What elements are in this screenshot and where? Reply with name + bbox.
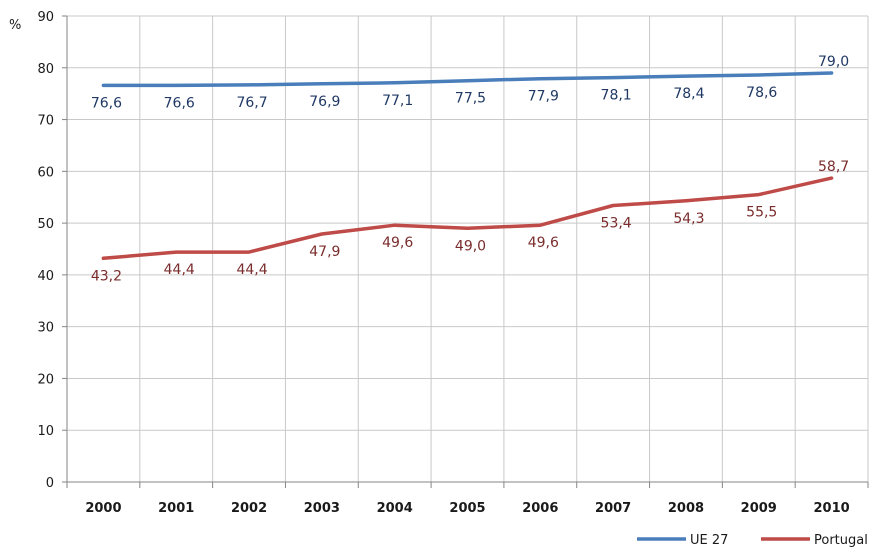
x-tick-label: 2006 bbox=[522, 501, 558, 516]
y-tick-label: 10 bbox=[37, 424, 54, 439]
series-line-portugal bbox=[101, 176, 834, 261]
y-tick-label: 0 bbox=[46, 476, 54, 491]
y-tick-label: 70 bbox=[37, 114, 54, 129]
x-tick-label: 2003 bbox=[304, 501, 340, 516]
legend-label: Portugal bbox=[814, 533, 868, 548]
chart-series bbox=[101, 71, 834, 261]
x-tick-label: 2004 bbox=[377, 501, 413, 516]
data-label: 76,7 bbox=[236, 95, 267, 111]
x-tick-label: 2002 bbox=[231, 501, 267, 516]
y-axis-ticks: 0 10 20 30 40 50 60 70 80 90 bbox=[37, 10, 54, 491]
series-line-ue-27 bbox=[101, 71, 834, 88]
data-label: 54,3 bbox=[673, 211, 704, 227]
x-tick-label: 2007 bbox=[595, 501, 631, 516]
data-label: 49,6 bbox=[528, 235, 559, 251]
data-label: 49,0 bbox=[455, 238, 486, 254]
data-label: 76,6 bbox=[164, 95, 195, 111]
chart-axes bbox=[62, 15, 869, 488]
y-tick-label: 40 bbox=[37, 269, 54, 284]
data-label: 76,6 bbox=[91, 95, 122, 111]
data-label: 43,2 bbox=[91, 268, 122, 284]
data-label: 78,4 bbox=[673, 86, 704, 102]
data-label: 77,1 bbox=[382, 93, 413, 109]
y-tick-label: 20 bbox=[37, 372, 54, 387]
x-tick-label: 2008 bbox=[668, 501, 704, 516]
y-tick-label: 90 bbox=[37, 10, 54, 25]
data-label: 53,4 bbox=[601, 216, 632, 232]
legend-label: UE 27 bbox=[690, 533, 728, 548]
y-tick-label: 30 bbox=[37, 321, 54, 336]
x-tick-label: 2010 bbox=[813, 501, 849, 516]
data-label: 44,4 bbox=[236, 262, 267, 278]
chart-grid bbox=[67, 15, 869, 482]
data-label: 58,7 bbox=[818, 159, 849, 175]
data-label: 49,6 bbox=[382, 235, 413, 251]
y-tick-label: 80 bbox=[37, 62, 54, 77]
x-tick-label: 2005 bbox=[449, 501, 485, 516]
data-labels: 76,6 76,6 76,7 76,9 77,1 77,5 77,9 78,1 78,4 78,6… bbox=[91, 54, 849, 284]
data-label: 47,9 bbox=[309, 244, 340, 260]
data-label: 55,5 bbox=[746, 205, 777, 221]
legend: UE 27 Portugal bbox=[637, 533, 868, 548]
data-label: 79,0 bbox=[818, 54, 849, 70]
data-label: 78,6 bbox=[746, 85, 777, 101]
data-label: 77,5 bbox=[455, 91, 486, 107]
y-axis-label: % bbox=[9, 18, 21, 33]
data-label: 78,1 bbox=[601, 88, 632, 104]
y-tick-label: 60 bbox=[37, 165, 54, 180]
data-label: 77,9 bbox=[528, 89, 559, 105]
data-label: 44,4 bbox=[164, 262, 195, 278]
data-label: 76,9 bbox=[309, 94, 340, 110]
x-tick-label: 2009 bbox=[741, 501, 777, 516]
x-tick-label: 2001 bbox=[158, 501, 194, 516]
x-axis-ticks: 2000 2001 2002 2003 2004 2005 2006 2007 2008 2009… bbox=[85, 501, 849, 516]
x-tick-label: 2000 bbox=[85, 501, 121, 516]
y-tick-label: 50 bbox=[37, 217, 54, 232]
